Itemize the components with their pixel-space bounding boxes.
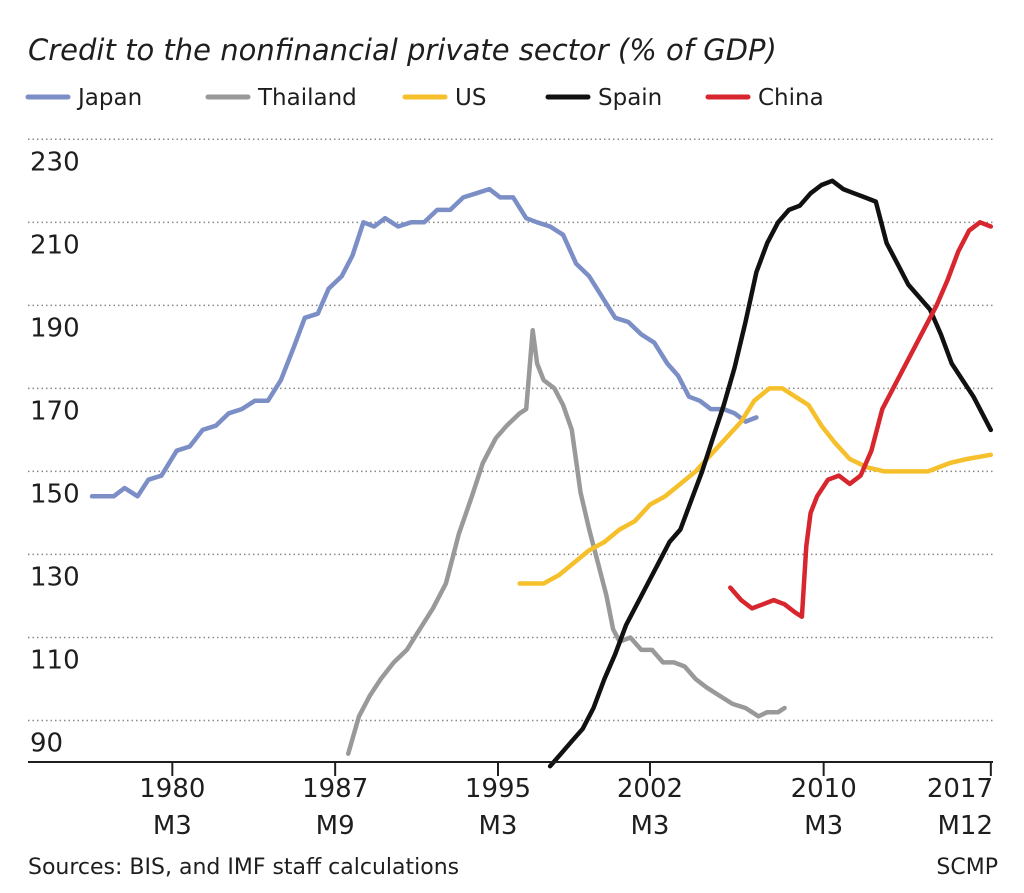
x-tick-month: M3 [153, 811, 192, 841]
series-line-japan [89, 186, 759, 499]
legend-item-spain: Spain [545, 85, 662, 111]
y-tick-label: 230 [30, 147, 80, 177]
series-lines [89, 178, 994, 769]
x-tick-month: M3 [804, 811, 843, 841]
x-tick-year: 2010 [791, 774, 857, 804]
legend-label: Spain [598, 85, 662, 111]
series-line-spain [547, 178, 994, 769]
legend-label: Thailand [257, 85, 357, 111]
legend: Japan Thailand US Spain China [25, 85, 824, 111]
x-tick-month: M12 [937, 811, 993, 841]
y-tick-label: 190 [30, 313, 80, 343]
x-tick-month: M3 [630, 811, 669, 841]
legend-label: China [758, 85, 824, 111]
legend-item-china: China [705, 85, 824, 111]
series-line-us [517, 386, 994, 586]
y-tick-label: 90 [30, 728, 63, 758]
y-tick-label: 130 [30, 562, 80, 592]
grid [28, 138, 993, 722]
y-tick-label: 110 [30, 645, 80, 675]
x-axis-ticks: 1980 M3 1987 M9 1995 M3 2002 M3 2010 M3 2017 M12 [139, 762, 993, 841]
legend-label: Japan [76, 85, 142, 111]
x-tick-year: 1995 [465, 774, 531, 804]
x-tick-year: 1987 [302, 774, 368, 804]
credit-label: SCMP [936, 855, 998, 880]
x-tick-month: M3 [479, 811, 518, 841]
series-line-china [728, 220, 994, 619]
x-tick-month: M9 [316, 811, 355, 841]
x-tick-year: 2002 [617, 774, 683, 804]
legend-item-thailand: Thailand [205, 85, 357, 111]
x-tick-year: 2017 [927, 774, 993, 804]
y-tick-label: 150 [30, 479, 80, 509]
y-axis-ticks: 230 210 190 170 150 130 110 90 [30, 147, 80, 758]
y-tick-label: 210 [30, 230, 80, 260]
x-tick-year: 1980 [139, 774, 205, 804]
y-tick-label: 170 [30, 396, 80, 426]
series-line-thailand [345, 328, 787, 756]
legend-label: US [455, 85, 486, 111]
source-note: Sources: BIS, and IMF staff calculations [28, 855, 459, 880]
chart-title: Credit to the nonfinancial private secto… [28, 33, 777, 67]
legend-item-us: US [402, 85, 486, 111]
legend-item-japan: Japan [25, 85, 142, 111]
